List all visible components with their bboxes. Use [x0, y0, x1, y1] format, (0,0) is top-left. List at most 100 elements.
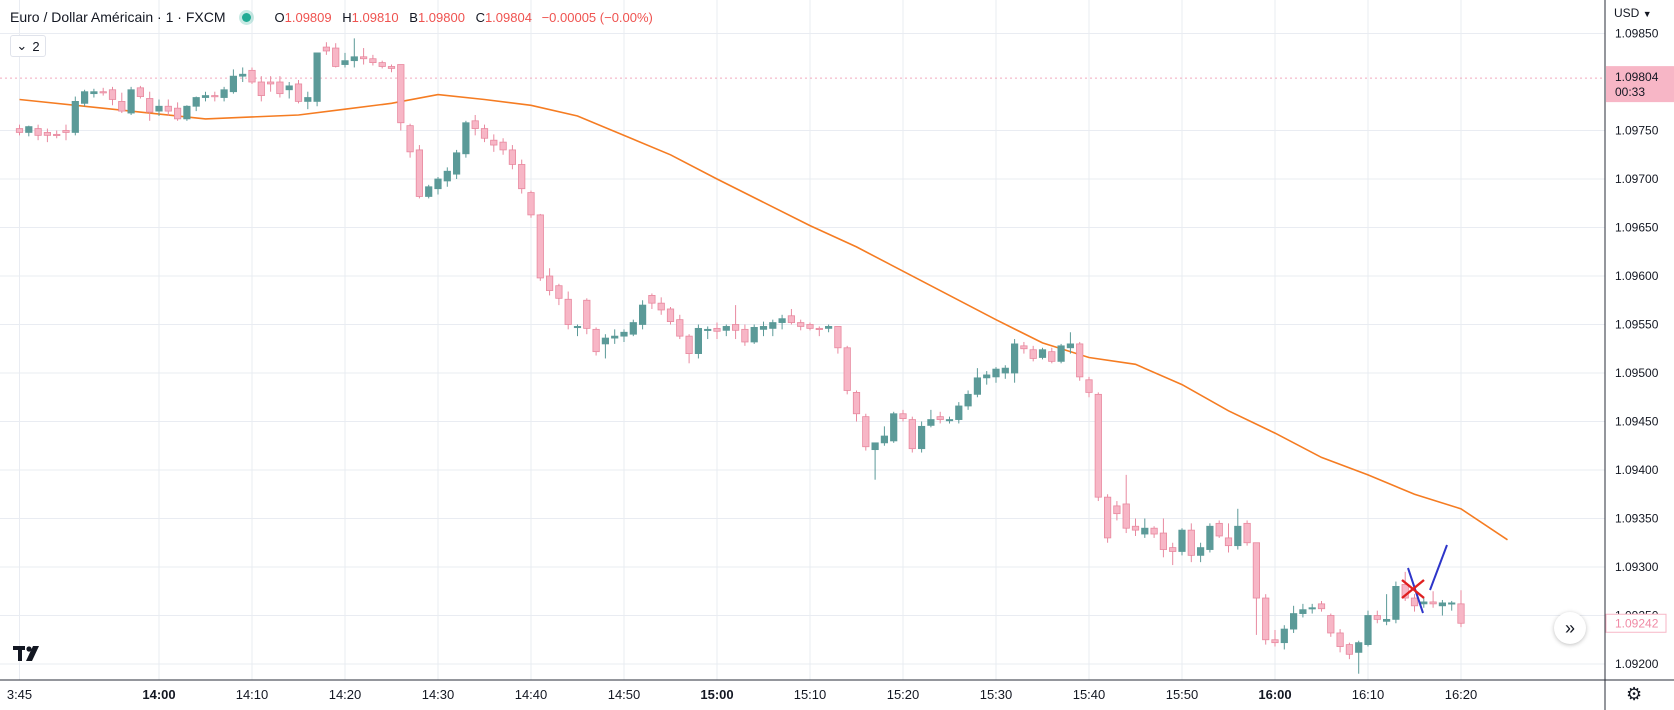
settings-button[interactable]: ⚙: [1626, 684, 1642, 705]
candle-body: [1038, 349, 1047, 358]
candle-body: [694, 327, 703, 355]
candle-body: [34, 128, 42, 136]
candle-body: [99, 91, 107, 94]
candle-body: [1373, 615, 1381, 620]
cross-mark[interactable]: [1401, 579, 1425, 599]
candle-body: [136, 87, 144, 97]
x-tick-label: 14:20: [329, 687, 362, 702]
candle-body: [825, 326, 833, 329]
candle-body: [769, 322, 777, 329]
candle-body: [1020, 345, 1028, 350]
candle-body: [1383, 618, 1391, 622]
candle-body: [108, 89, 117, 100]
scroll-to-realtime-button[interactable]: »: [1554, 612, 1586, 644]
candle-body: [1410, 597, 1419, 607]
candle-body: [1029, 349, 1037, 359]
chart-grid: [0, 0, 1605, 680]
candle-body: [1187, 529, 1195, 556]
symbol-legend: Euro / Dollar Américain · 1 · FXCM O1.09…: [10, 9, 653, 25]
candle-body: [899, 413, 907, 419]
candle-body: [1206, 525, 1214, 550]
x-tick-label: 3:45: [7, 687, 32, 702]
candle-body: [1234, 525, 1242, 547]
candle-body: [1336, 632, 1344, 647]
low-value: 1.09800: [417, 9, 465, 25]
candle-body: [918, 425, 926, 450]
candle-body: [62, 130, 70, 133]
low-price-badge: [1605, 613, 1667, 633]
candle-body: [471, 120, 479, 129]
candle-body: [713, 327, 721, 332]
x-tick-label: 14:50: [608, 687, 641, 702]
candle-body: [81, 91, 89, 104]
candle-body: [146, 98, 154, 113]
last-price-badge: [1606, 66, 1674, 103]
candle-body: [936, 416, 944, 420]
candle-body: [71, 101, 79, 133]
x-tick-label: 15:30: [980, 687, 1013, 702]
candle-body: [1224, 537, 1233, 547]
candle-body: [406, 125, 414, 153]
candle-body: [704, 328, 712, 331]
currency-selector[interactable]: USD ▼: [1614, 6, 1652, 20]
y-tick-label: 1.09300: [1615, 560, 1659, 574]
candle-body: [815, 327, 823, 330]
ohlc-values: O1.09809 H1.09810 B1.09800 C1.09804 −0.0…: [275, 10, 653, 25]
moving-average-line: [19, 93, 1508, 541]
candle-body: [15, 128, 24, 133]
candle-body: [1280, 628, 1288, 644]
candle-body: [685, 335, 693, 355]
candle-body: [601, 337, 610, 345]
candle-body: [1271, 639, 1279, 644]
candle-body: [285, 85, 293, 91]
candle-body: [1011, 343, 1019, 374]
low-price-value: 1.09242: [1615, 616, 1659, 630]
candle-body: [1243, 522, 1251, 544]
candle-body: [1057, 345, 1065, 362]
low-label: B: [409, 9, 418, 25]
candle-body: [843, 347, 851, 391]
tradingview-logo[interactable]: [13, 645, 45, 668]
high-label: H: [342, 9, 352, 25]
candle-body: [973, 377, 982, 395]
y-tick-label: 1.09850: [1615, 27, 1659, 41]
candle-body: [536, 214, 544, 279]
candle-body: [862, 416, 870, 448]
candle-body: [127, 89, 135, 114]
candle-body: [1150, 527, 1158, 535]
candle-body: [443, 170, 451, 182]
symbol-title[interactable]: Euro / Dollar Américain · 1 · FXCM: [10, 9, 226, 25]
candle-body: [834, 326, 842, 349]
candle-body: [1438, 602, 1446, 607]
candle-body: [220, 89, 228, 98]
candle-body: [53, 133, 61, 136]
candle-body: [1131, 525, 1140, 531]
countdown-value: 00:33: [1615, 85, 1645, 99]
candle-body: [722, 326, 730, 331]
candle-body: [648, 294, 656, 304]
candle-body: [1355, 642, 1363, 653]
candle-body: [1308, 607, 1316, 610]
candle-body: [415, 149, 424, 197]
x-tick-label: 15:40: [1073, 687, 1106, 702]
y-tick-label: 1.09600: [1615, 269, 1659, 283]
candle-body: [732, 324, 740, 331]
indicators-toggle-button[interactable]: ⌄ 2: [10, 35, 46, 57]
candle-body: [852, 391, 861, 415]
y-tick-label: 1.09700: [1615, 172, 1659, 186]
moving-average-layer: [19, 93, 1508, 541]
candle-body: [248, 69, 256, 83]
candle-body: [350, 56, 358, 62]
drawn-line[interactable]: [1429, 544, 1448, 591]
candle-body: [1392, 586, 1400, 620]
last-price-value: 1.09804: [1615, 70, 1659, 84]
candle-body: [239, 73, 247, 77]
y-tick-label: 1.09550: [1615, 318, 1659, 332]
candle-body: [797, 322, 805, 327]
candle-body: [480, 128, 489, 139]
candle-body: [759, 326, 768, 330]
candle-body: [555, 285, 563, 299]
candle-body: [322, 46, 331, 52]
open-value: 1.09809: [284, 9, 332, 25]
